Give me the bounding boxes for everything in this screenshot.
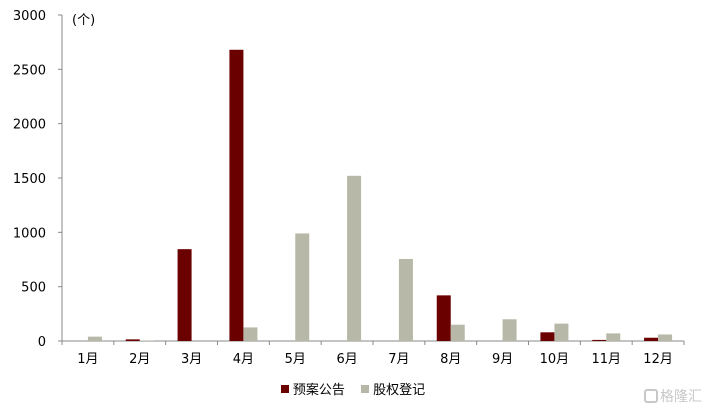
legend-swatch — [280, 384, 289, 393]
x-tick-label: 2月 — [129, 352, 150, 367]
x-tick-label: 4月 — [233, 352, 254, 367]
y-tick-label: 1000 — [13, 226, 46, 241]
bar-series-2 — [450, 324, 465, 341]
y-tick-label: 2000 — [13, 118, 46, 133]
x-tick-label: 9月 — [492, 352, 513, 367]
y-tick-label: 0 — [38, 335, 46, 350]
y-tick-label: 2500 — [13, 63, 46, 78]
x-tick-label: 1月 — [77, 352, 98, 367]
y-tick-label: 1500 — [13, 172, 46, 187]
bar-series-1 — [436, 295, 451, 341]
bar-series-2 — [139, 340, 154, 341]
y-tick-label: 3000 — [13, 9, 46, 24]
watermark: 格隆汇 — [644, 386, 702, 406]
legend-item-series-1: 预案公告 — [280, 379, 345, 398]
x-tick-label: 10月 — [540, 352, 570, 367]
bar-series-1 — [592, 339, 607, 341]
watermark-logo-icon — [644, 389, 658, 403]
bar-series-2 — [606, 333, 621, 341]
legend-label: 股权登记 — [373, 383, 426, 398]
y-tick-label: 500 — [21, 281, 46, 296]
x-tick-label: 7月 — [388, 352, 409, 367]
legend-swatch — [361, 384, 370, 393]
bar-series-2 — [347, 175, 362, 341]
bar-series-2 — [243, 327, 258, 341]
bar-series-2 — [502, 319, 517, 341]
bar-series-2 — [398, 258, 413, 341]
bar-series-1 — [125, 339, 140, 341]
bar-series-2 — [554, 323, 569, 341]
bar-series-2 — [295, 233, 310, 341]
legend-label: 预案公告 — [292, 383, 345, 398]
x-tick-label: 6月 — [336, 352, 357, 367]
x-tick-label: 11月 — [591, 352, 621, 367]
x-tick-label: 3月 — [181, 352, 202, 367]
x-tick-label: 8月 — [440, 352, 461, 367]
x-tick-label: 5月 — [285, 352, 306, 367]
bar-series-1 — [177, 249, 192, 341]
y-unit-label: (个) — [72, 13, 95, 28]
legend: 预案公告 股权登记 — [0, 379, 706, 398]
x-tick-label: 12月 — [643, 352, 673, 367]
bar-series-2 — [87, 336, 102, 341]
bar-series-1 — [229, 49, 244, 341]
bar-series-2 — [658, 334, 673, 341]
legend-item-series-2: 股权登记 — [361, 379, 425, 398]
bar-series-1 — [644, 337, 659, 341]
bar-series-1 — [540, 332, 555, 341]
